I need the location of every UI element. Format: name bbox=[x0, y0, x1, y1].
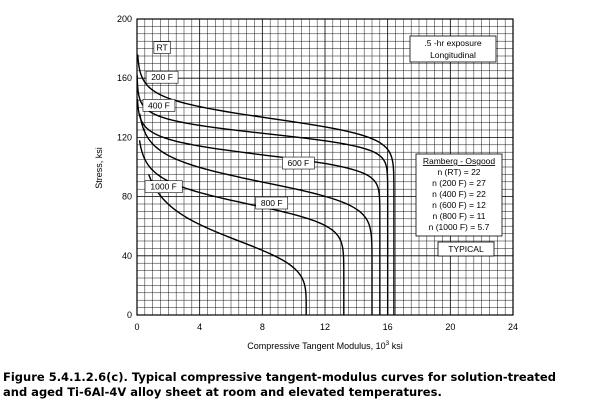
chart: 0 4 8 12 16 20 24 0 40 80 120 160 200 Compressive Ta… bbox=[94, 14, 518, 351]
y-tick-label: 200 bbox=[117, 14, 132, 24]
series-label-box bbox=[144, 180, 183, 194]
legend-entry: n (600 F) = 12 bbox=[432, 200, 486, 210]
figure-caption: Figure 5.4.1.2.6(c). Typical compressive… bbox=[3, 370, 597, 400]
legend-entry: n (800 F) = 11 bbox=[433, 211, 486, 221]
legend-entry: n (RT) = 22 bbox=[437, 167, 480, 177]
legend-entry: n (200 F) = 27 bbox=[432, 178, 486, 188]
series-line bbox=[148, 174, 307, 315]
typical-note-box: TYPICAL bbox=[437, 241, 495, 257]
caption-line-2: and aged Ti-6Al-4V alloy sheet at room a… bbox=[3, 385, 442, 399]
plot-border bbox=[136, 18, 514, 316]
series-label: 800 F bbox=[261, 198, 283, 208]
x-axis-label: Compressive Tangent Modulus, 103 ksi bbox=[247, 340, 403, 351]
x-tick-label: 8 bbox=[260, 322, 265, 332]
series-label: 600 F bbox=[287, 158, 309, 168]
grid bbox=[136, 18, 514, 316]
x-tick-label: 16 bbox=[383, 322, 393, 332]
series-label-box bbox=[153, 41, 171, 54]
y-tick-label: 120 bbox=[117, 132, 132, 142]
series-label: 1000 F bbox=[150, 182, 176, 192]
legend-entry: n (400 F) = 22 bbox=[432, 189, 486, 199]
x-tick-label: 20 bbox=[445, 322, 455, 332]
x-tick-label: 24 bbox=[508, 322, 518, 332]
series-label: 200 F bbox=[151, 72, 173, 82]
exposure-annotation: .5 -hr exposure bbox=[424, 38, 481, 48]
series-line bbox=[136, 98, 381, 315]
tick-labels: 0 4 8 12 16 20 24 0 40 80 120 160 200 bbox=[117, 14, 518, 332]
series-line bbox=[137, 54, 395, 315]
series-line bbox=[139, 113, 373, 315]
y-tick-label: 0 bbox=[127, 310, 132, 320]
series-label: 400 F bbox=[148, 100, 170, 110]
y-tick-label: 160 bbox=[117, 73, 132, 83]
typical-note: TYPICAL bbox=[448, 244, 484, 254]
legend-entry: n (1000 F) = 5.7 bbox=[429, 222, 490, 232]
series-label-box bbox=[255, 196, 289, 210]
series-label-box bbox=[145, 70, 179, 84]
series-labels: RT 200 F 400 F 600 F 800 F 1000 F bbox=[142, 41, 315, 210]
ramberg-osgood-legend: Ramberg - Osgood n (RT) = 22 n (200 F) =… bbox=[415, 153, 503, 237]
series-label-box bbox=[282, 156, 315, 170]
y-tick-label: 40 bbox=[122, 251, 132, 261]
x-tick-label: 4 bbox=[197, 322, 202, 332]
exposure-annotation-box: .5 -hr exposure Longitudinal bbox=[409, 35, 497, 63]
x-tick-label: 12 bbox=[320, 322, 330, 332]
caption-line-1: Figure 5.4.1.2.6(c). Typical compressive… bbox=[3, 370, 556, 384]
series-label-box bbox=[142, 99, 176, 112]
curves bbox=[136, 54, 395, 315]
y-tick-label: 80 bbox=[122, 192, 132, 202]
series-label: RT bbox=[156, 43, 167, 53]
y-axis-label: Stress, ksi bbox=[94, 147, 104, 189]
orientation-annotation: Longitudinal bbox=[430, 50, 476, 60]
series-line bbox=[138, 140, 345, 315]
x-tick-label: 0 bbox=[134, 322, 139, 332]
legend-title: Ramberg - Osgood bbox=[423, 156, 496, 166]
series-line bbox=[136, 75, 389, 315]
